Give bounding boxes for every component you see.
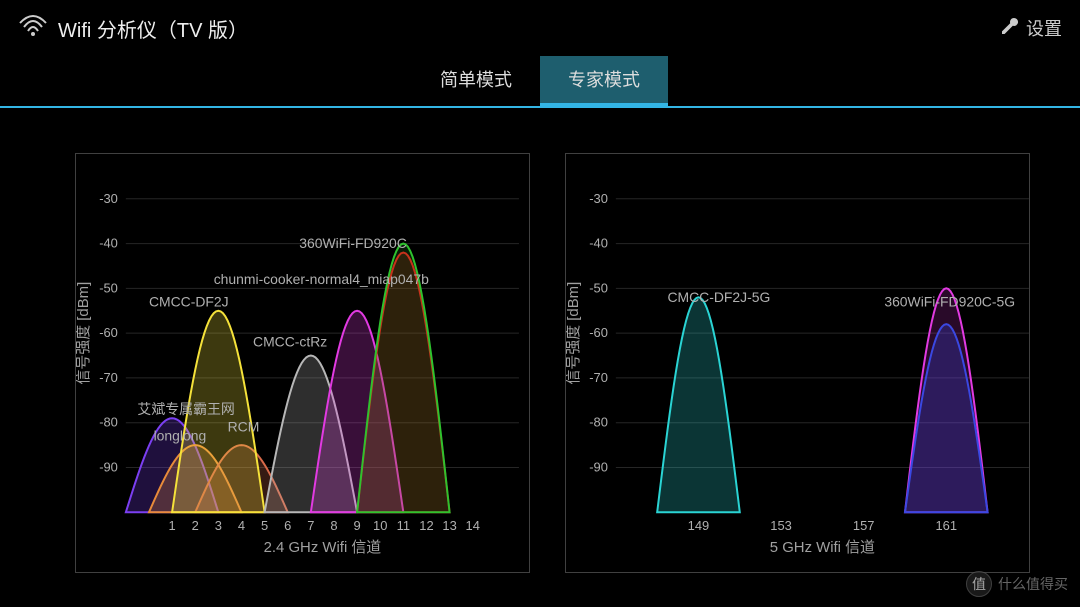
svg-text:-30: -30 (99, 191, 118, 206)
svg-text:-30: -30 (589, 191, 608, 206)
network-label: chunmi-cooker-normal4_miap047b (214, 271, 429, 287)
settings-label: 设置 (1026, 15, 1062, 41)
svg-text:161: 161 (936, 518, 958, 533)
watermark-icon: 值 (966, 571, 992, 597)
svg-text:12: 12 (419, 518, 433, 533)
svg-text:1: 1 (169, 518, 176, 533)
app-title-group: Wifi 分析仪（TV 版） (18, 13, 1000, 43)
svg-text:157: 157 (853, 518, 875, 533)
network-label: CMCC-ctRz (253, 334, 327, 350)
tab-bar: 简单模式 专家模式 (0, 56, 1080, 106)
svg-text:-50: -50 (589, 280, 608, 295)
network-label: 360WiFi-FD920C-5G (884, 293, 1015, 309)
watermark: 值 什么值得买 (966, 571, 1068, 597)
settings-button[interactable]: 设置 (1000, 15, 1062, 41)
tab-expert[interactable]: 专家模式 (540, 56, 668, 106)
svg-text:-70: -70 (589, 370, 608, 385)
svg-text:11: 11 (397, 518, 410, 533)
wrench-icon (1000, 16, 1020, 41)
network-label: longlong (154, 428, 207, 444)
wifi-icon (18, 13, 48, 43)
svg-text:-60: -60 (589, 325, 608, 340)
svg-text:10: 10 (373, 518, 387, 533)
y-axis-label: 信号强度 [dBm] (75, 282, 92, 385)
top-bar: Wifi 分析仪（TV 版） 设置 (0, 0, 1080, 56)
svg-text:-80: -80 (589, 415, 608, 430)
svg-text:-40: -40 (99, 236, 118, 251)
svg-text:153: 153 (770, 518, 792, 533)
svg-text:14: 14 (466, 518, 480, 533)
svg-text:3: 3 (215, 518, 222, 533)
chart-2-4ghz: -90 -80 -70 -60 -50 -40 -30 艾斌专属霸王网 longlong RCM C… (75, 153, 530, 573)
svg-text:2: 2 (192, 518, 199, 533)
svg-text:7: 7 (307, 518, 314, 533)
chart-5ghz: -90 -80 -70 -60 -50 -40 -30 CMCC-DF2J-5G 360WiFi… (565, 153, 1030, 573)
svg-text:6: 6 (284, 518, 291, 533)
network-label: CMCC-DF2J-5G (667, 289, 770, 305)
x-axis-label: 5 GHz Wifi 信道 (770, 539, 875, 556)
svg-text:9: 9 (353, 518, 360, 533)
svg-text:-50: -50 (99, 280, 118, 295)
svg-text:4: 4 (238, 518, 245, 533)
svg-text:149: 149 (688, 518, 710, 533)
svg-text:-90: -90 (99, 459, 118, 474)
network-label: RCM (228, 419, 260, 435)
y-axis-label: 信号强度 [dBm] (565, 282, 582, 385)
svg-text:8: 8 (330, 518, 337, 533)
app-title: Wifi 分析仪（TV 版） (58, 14, 248, 43)
network-label: 艾斌专属霸王网 (137, 401, 234, 417)
x-axis-label: 2.4 GHz Wifi 信道 (264, 539, 382, 556)
watermark-text: 什么值得买 (998, 574, 1068, 594)
svg-text:-80: -80 (99, 415, 118, 430)
svg-text:-70: -70 (99, 370, 118, 385)
svg-text:-90: -90 (589, 459, 608, 474)
svg-text:-40: -40 (589, 236, 608, 251)
network-label: CMCC-DF2J (149, 293, 229, 309)
charts-area: -90 -80 -70 -60 -50 -40 -30 艾斌专属霸王网 longlong RCM C… (0, 108, 1080, 603)
network-label: 360WiFi-FD920C (299, 235, 407, 251)
svg-text:13: 13 (442, 518, 456, 533)
svg-text:-60: -60 (99, 325, 118, 340)
tab-simple[interactable]: 简单模式 (412, 56, 540, 106)
svg-text:5: 5 (261, 518, 268, 533)
